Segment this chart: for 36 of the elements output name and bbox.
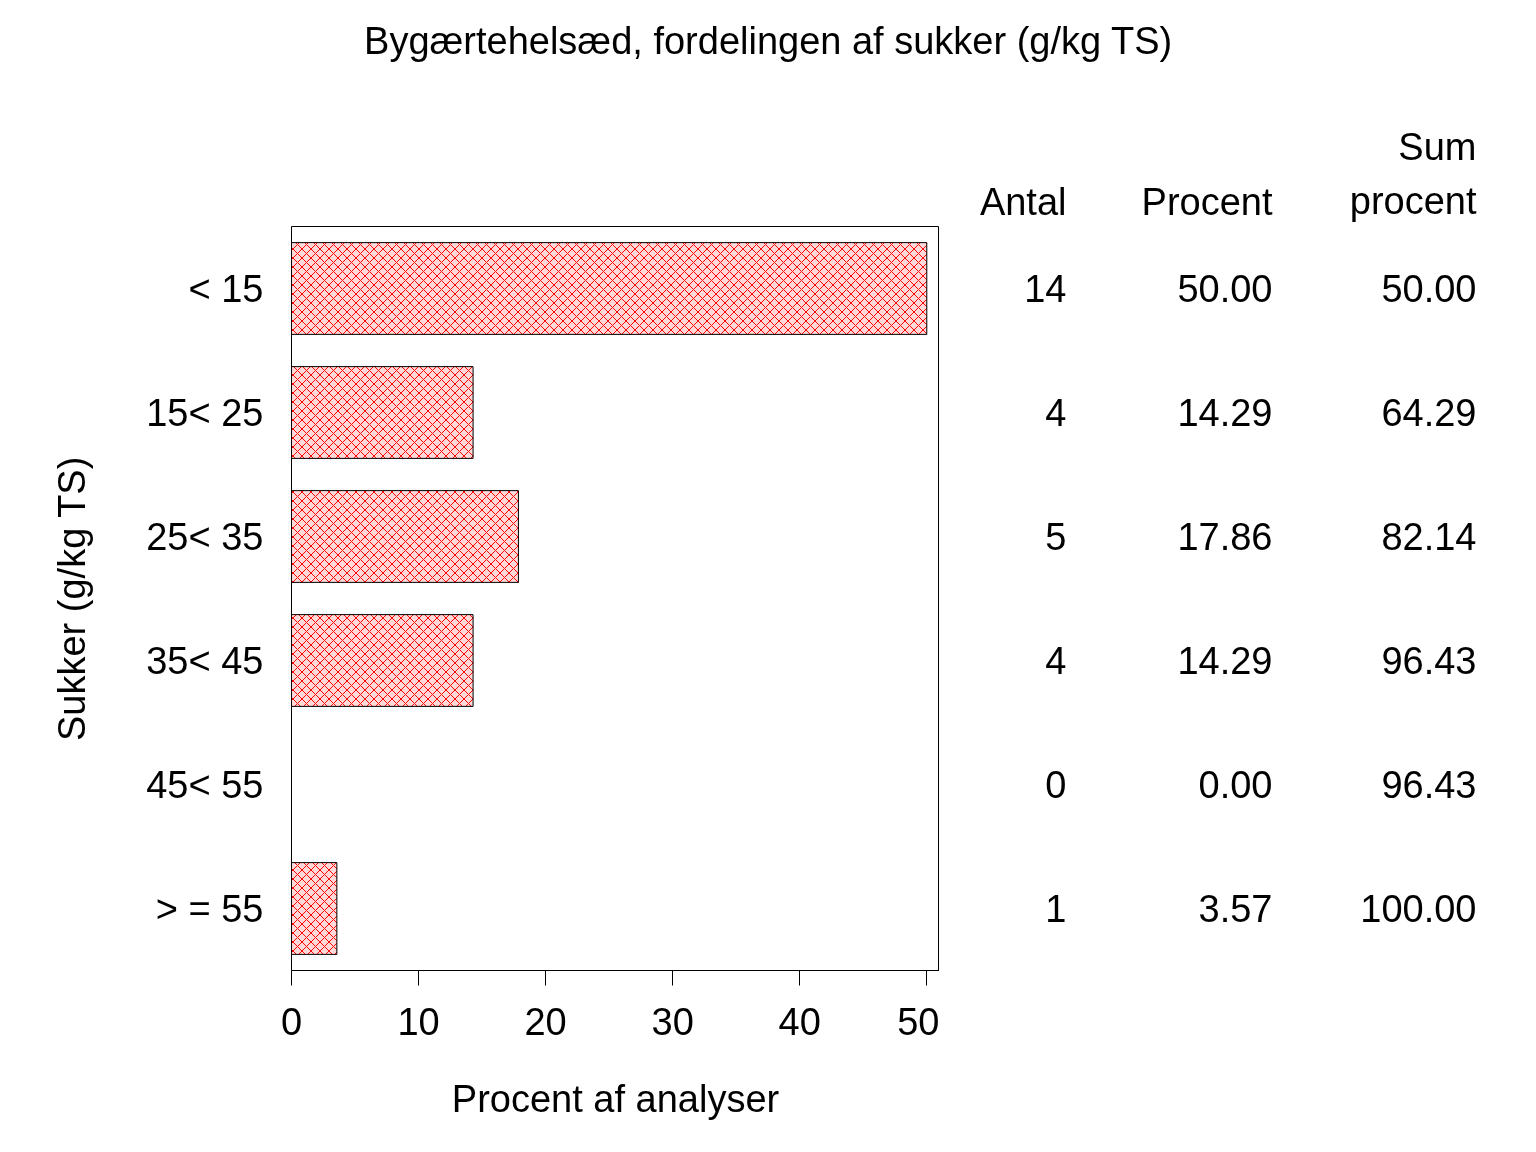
text: 82.14 — [1381, 516, 1477, 558]
text: 96.43 — [1381, 640, 1477, 682]
text: 1 — [1045, 888, 1067, 930]
chart-title: Bygærtehelsæd, fordelingen af sukker (g/kg TS) — [364, 19, 1173, 62]
x-tick-label: 10 — [397, 1000, 440, 1043]
y-tick-label: < 15 — [188, 267, 264, 310]
text: 96.43 — [1381, 764, 1477, 806]
y-tick-label: > = 55 — [155, 887, 264, 930]
y-tick-label: 25< 35 — [146, 515, 264, 558]
data-label: 14.29 — [1177, 392, 1273, 434]
text: Procent — [1141, 180, 1273, 223]
text: 0 — [1045, 764, 1067, 806]
text: Antal — [979, 180, 1067, 223]
data-label: 50.00 — [1177, 268, 1273, 310]
data-label: 14.29 — [1177, 640, 1273, 682]
text: 14 — [1024, 268, 1067, 310]
y-tick-label: 35< 45 — [146, 639, 264, 682]
y-tick-label: 15< 25 — [146, 391, 264, 434]
text: Sum procent — [1349, 125, 1477, 223]
text: 4 — [1045, 392, 1067, 434]
x-axis-title: Procent af analyser — [451, 1077, 780, 1120]
x-tick-label: 0 — [280, 1000, 303, 1043]
data-label: 0.00 — [1198, 764, 1273, 806]
data-label: 3.57 — [1198, 888, 1273, 930]
text: 5 — [1045, 516, 1067, 558]
x-tick-label: 20 — [524, 1000, 567, 1043]
text: 64.29 — [1381, 392, 1477, 434]
y-axis-title: Sukker (g/kg TS) — [51, 456, 94, 742]
data-label: 17.86 — [1177, 516, 1273, 558]
y-tick-label: 45< 55 — [146, 763, 264, 806]
x-tick-label: 50 — [897, 1000, 940, 1043]
x-tick-label: 40 — [778, 1000, 821, 1043]
text: 50.00 — [1381, 268, 1477, 310]
x-tick-label: 30 — [651, 1000, 694, 1043]
text: 4 — [1045, 640, 1067, 682]
text: 100.00 — [1360, 888, 1477, 930]
